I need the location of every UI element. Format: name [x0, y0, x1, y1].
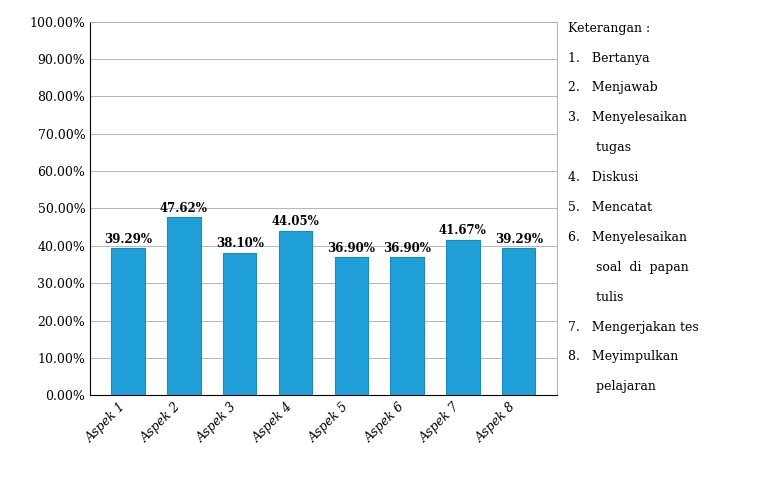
Text: soal  di  papan: soal di papan: [568, 261, 689, 274]
Bar: [167, 217, 201, 395]
Text: tulis: tulis: [568, 291, 624, 304]
Text: 1.   Bertanya: 1. Bertanya: [568, 52, 650, 65]
Text: 5.   Mencatat: 5. Mencatat: [568, 201, 652, 214]
Text: 2.   Menjawab: 2. Menjawab: [568, 81, 658, 94]
Bar: [335, 257, 368, 395]
Bar: [223, 253, 256, 395]
Bar: [111, 249, 145, 395]
Bar: [279, 231, 312, 395]
Text: 6.   Menyelesaikan: 6. Menyelesaikan: [568, 231, 688, 244]
Text: 41.67%: 41.67%: [439, 224, 487, 237]
Text: 8.   Meyimpulkan: 8. Meyimpulkan: [568, 350, 679, 363]
Text: 3.   Menyelesaikan: 3. Menyelesaikan: [568, 111, 688, 124]
Text: Keterangan :: Keterangan :: [568, 22, 651, 35]
Text: 44.05%: 44.05%: [271, 215, 319, 228]
Text: 38.10%: 38.10%: [216, 237, 263, 250]
Bar: [390, 257, 424, 395]
Text: 4.   Diskusi: 4. Diskusi: [568, 171, 639, 184]
Text: pelajaran: pelajaran: [568, 380, 656, 393]
Text: 36.90%: 36.90%: [328, 242, 376, 255]
Text: tugas: tugas: [568, 141, 631, 154]
Text: 47.62%: 47.62%: [160, 202, 208, 215]
Text: 36.90%: 36.90%: [383, 242, 431, 255]
Text: 39.29%: 39.29%: [104, 233, 152, 246]
Text: 39.29%: 39.29%: [495, 233, 543, 246]
Bar: [502, 249, 535, 395]
Bar: [446, 240, 480, 395]
Text: 7.   Mengerjakan tes: 7. Mengerjakan tes: [568, 321, 699, 334]
